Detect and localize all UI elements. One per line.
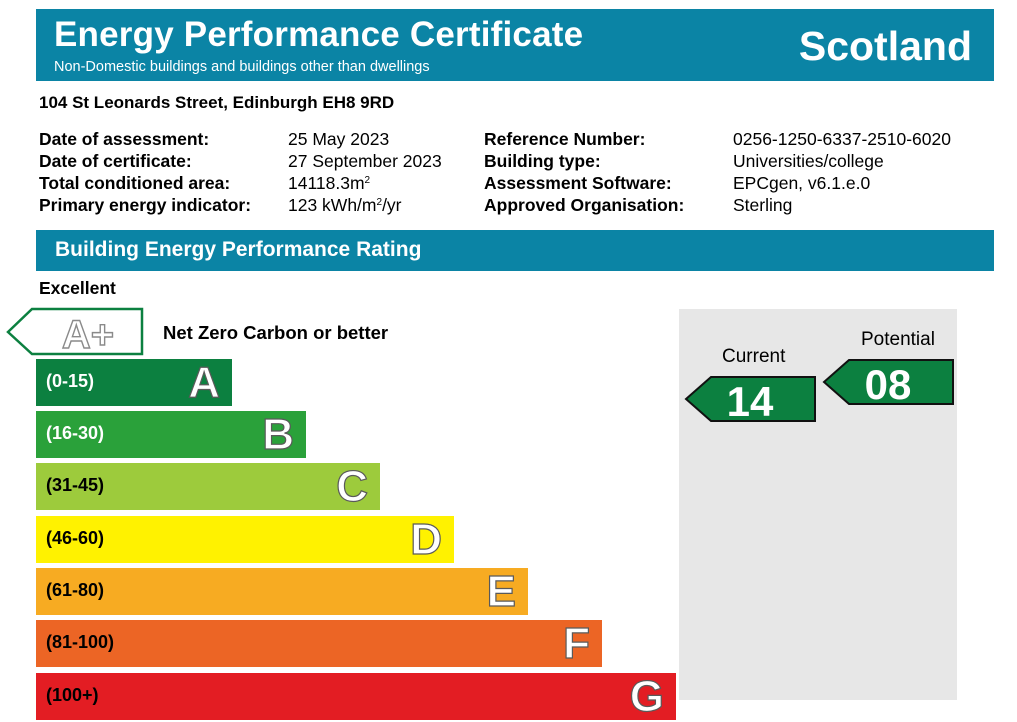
current-label: Current bbox=[722, 346, 786, 367]
property-address: 104 St Leonards Street, Edinburgh EH8 9R… bbox=[39, 93, 395, 112]
detail-label: Primary energy indicator: bbox=[39, 195, 252, 215]
detail-row: Assessment Software: EPCgen, v6.1.e.0 bbox=[484, 172, 984, 194]
band-range: (31-45) bbox=[46, 475, 105, 495]
potential-rating-value: 08 bbox=[865, 361, 912, 408]
detail-label: Date of assessment: bbox=[39, 129, 210, 149]
rating-band-b: (16-30) B bbox=[36, 409, 306, 460]
band-range: (61-80) bbox=[46, 580, 105, 600]
aplus-arrow-shape bbox=[6, 307, 144, 356]
detail-row: Reference Number: 0256-1250-6337-2510-60… bbox=[484, 128, 984, 150]
aplus-band: A+ bbox=[6, 307, 144, 357]
detail-label: Building type: bbox=[484, 151, 601, 171]
area-superscript: 2 bbox=[364, 175, 371, 186]
detail-label: Assessment Software: bbox=[484, 173, 672, 193]
band-letter: F bbox=[563, 618, 591, 668]
detail-label: Date of certificate: bbox=[39, 151, 192, 171]
rating-band-e: (61-80) E bbox=[36, 566, 528, 617]
area-value: 14118.3m bbox=[288, 173, 365, 193]
details-left: Date of assessment: 25 May 2023 Date of … bbox=[39, 128, 479, 216]
band-range: (46-60) bbox=[46, 528, 105, 548]
energy-value: 123 kWh/m bbox=[288, 195, 377, 215]
current-rating-value: 14 bbox=[727, 378, 774, 425]
detail-value: 0256-1250-6337-2510-6020 bbox=[733, 129, 951, 149]
detail-label: Reference Number: bbox=[484, 129, 646, 149]
band-range: (100+) bbox=[46, 685, 99, 705]
band-letter: E bbox=[486, 566, 517, 616]
band-letter: C bbox=[336, 461, 369, 511]
excellent-label: Excellent bbox=[39, 278, 116, 298]
detail-value: 25 May 2023 bbox=[288, 129, 390, 149]
detail-row: Building type: Universities/college bbox=[484, 150, 984, 172]
certificate-header: Energy Performance Certificate Non-Domes… bbox=[36, 9, 994, 81]
detail-value: EPCgen, v6.1.e.0 bbox=[733, 173, 871, 193]
region-label: Scotland bbox=[798, 23, 972, 69]
band-range: (16-30) bbox=[46, 423, 105, 443]
energy-superscript: 2 bbox=[376, 197, 383, 208]
detail-label: Total conditioned area: bbox=[39, 173, 231, 193]
band-letter: A bbox=[188, 357, 221, 407]
detail-row: Date of assessment: 25 May 2023 bbox=[39, 128, 479, 150]
aplus-letter: A+ bbox=[62, 313, 114, 357]
detail-row: Date of certificate: 27 September 2023 bbox=[39, 150, 479, 172]
band-letter: B bbox=[262, 409, 295, 459]
detail-value: 14118.3m2 bbox=[288, 172, 370, 194]
rating-band-g: (100+) G bbox=[36, 671, 676, 722]
band-range: (0-15) bbox=[46, 371, 95, 391]
detail-value: Universities/college bbox=[733, 151, 884, 171]
detail-value: 123 kWh/m2/yr bbox=[288, 194, 402, 216]
energy-suffix: /yr bbox=[382, 195, 402, 215]
detail-label: Approved Organisation: bbox=[484, 195, 685, 215]
detail-value: Sterling bbox=[733, 195, 793, 215]
detail-value: 27 September 2023 bbox=[288, 151, 442, 171]
details-right: Reference Number: 0256-1250-6337-2510-60… bbox=[484, 128, 984, 216]
detail-row: Approved Organisation: Sterling bbox=[484, 194, 984, 216]
band-letter: G bbox=[629, 671, 664, 721]
band-letter: D bbox=[410, 514, 443, 564]
potential-label: Potential bbox=[861, 329, 935, 350]
certificate-subtitle: Non-Domestic buildings and buildings oth… bbox=[54, 59, 430, 75]
rating-band-d: (46-60) D bbox=[36, 514, 454, 565]
rating-section-title: Building Energy Performance Rating bbox=[55, 238, 422, 261]
detail-row: Primary energy indicator: 123 kWh/m2/yr bbox=[39, 194, 479, 216]
potential-arrow-shape bbox=[822, 359, 954, 405]
rating-band-a: (0-15) A bbox=[36, 357, 232, 408]
current-rating-arrow: 14 bbox=[684, 376, 816, 425]
rating-band-c: (31-45) C bbox=[36, 461, 380, 512]
band-range: (81-100) bbox=[46, 632, 115, 652]
net-zero-label: Net Zero Carbon or better bbox=[163, 322, 389, 343]
potential-rating-arrow: 08 bbox=[822, 359, 954, 408]
rating-section-header: Building Energy Performance Rating bbox=[36, 230, 994, 271]
current-arrow-shape bbox=[684, 376, 816, 422]
certificate-title: Energy Performance Certificate bbox=[54, 15, 584, 54]
rating-band-f: (81-100) F bbox=[36, 618, 602, 669]
detail-row: Total conditioned area: 14118.3m2 bbox=[39, 172, 479, 194]
